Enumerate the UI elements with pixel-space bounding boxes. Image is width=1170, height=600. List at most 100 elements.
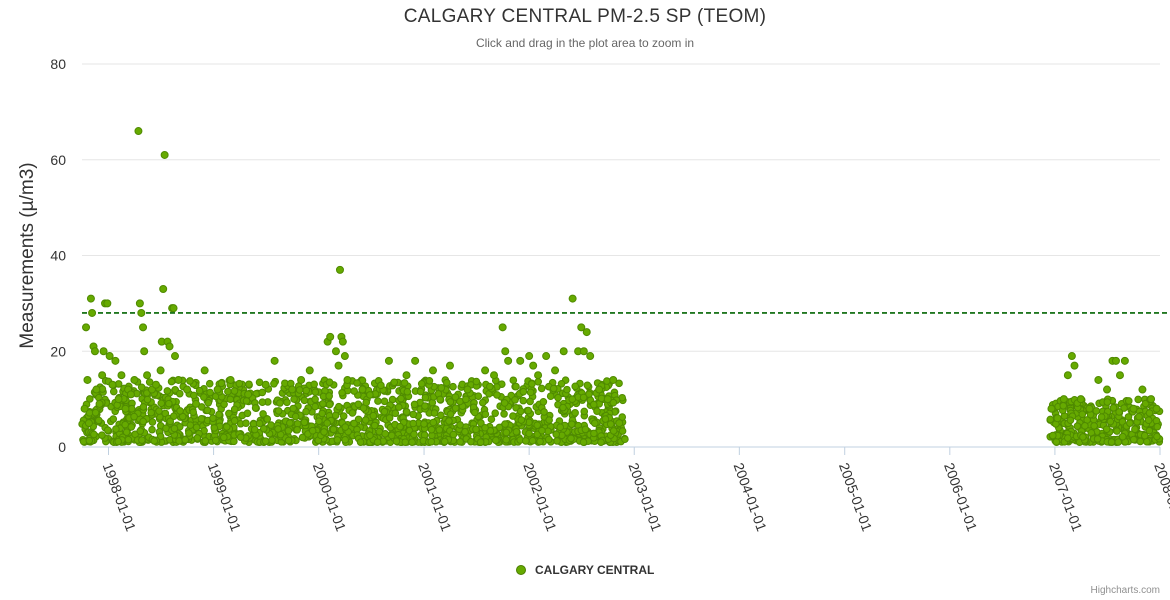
- data-point[interactable]: [111, 356, 120, 365]
- data-point[interactable]: [86, 294, 95, 303]
- data-point[interactable]: [105, 352, 114, 361]
- legend-item-label[interactable]: CALGARY CENTRAL: [535, 563, 655, 577]
- legend[interactable]: CALGARY CENTRAL: [0, 563, 1170, 577]
- data-point[interactable]: [586, 352, 595, 361]
- data-point[interactable]: [1120, 356, 1129, 365]
- data-point[interactable]: [411, 356, 420, 365]
- data-point[interactable]: [151, 380, 160, 389]
- data-point[interactable]: [481, 366, 490, 375]
- data-point[interactable]: [501, 347, 510, 356]
- data-point[interactable]: [516, 356, 525, 365]
- data-point[interactable]: [80, 404, 89, 413]
- data-point[interactable]: [297, 375, 306, 384]
- data-point[interactable]: [1076, 395, 1085, 404]
- data-point[interactable]: [1115, 371, 1124, 380]
- data-point[interactable]: [270, 356, 279, 365]
- data-point[interactable]: [463, 385, 472, 394]
- data-point[interactable]: [568, 294, 577, 303]
- data-point[interactable]: [577, 323, 586, 332]
- data-point[interactable]: [1138, 385, 1147, 394]
- data-point[interactable]: [326, 332, 335, 341]
- data-point[interactable]: [358, 385, 367, 394]
- data-point[interactable]: [171, 352, 180, 361]
- data-point[interactable]: [559, 347, 568, 356]
- data-point[interactable]: [90, 347, 99, 356]
- data-point[interactable]: [159, 285, 168, 294]
- data-point[interactable]: [130, 375, 139, 384]
- data-point[interactable]: [338, 337, 347, 346]
- data-point[interactable]: [165, 342, 174, 351]
- data-point[interactable]: [83, 375, 92, 384]
- data-point[interactable]: [445, 361, 454, 370]
- data-point[interactable]: [261, 380, 270, 389]
- data-point[interactable]: [134, 127, 143, 136]
- data-point[interactable]: [603, 395, 612, 404]
- data-point[interactable]: [1067, 352, 1076, 361]
- series-points[interactable]: [80, 127, 1161, 428]
- data-point[interactable]: [331, 347, 340, 356]
- data-point[interactable]: [335, 265, 344, 274]
- data-point[interactable]: [140, 347, 149, 356]
- data-point[interactable]: [609, 375, 618, 384]
- data-point[interactable]: [1063, 371, 1072, 380]
- data-point[interactable]: [88, 308, 97, 317]
- data-point[interactable]: [114, 395, 123, 404]
- data-point[interactable]: [103, 299, 112, 308]
- data-point[interactable]: [551, 366, 560, 375]
- data-point[interactable]: [525, 352, 534, 361]
- data-point[interactable]: [305, 366, 314, 375]
- data-point[interactable]: [1059, 395, 1068, 404]
- data-point[interactable]: [143, 371, 152, 380]
- data-point[interactable]: [595, 385, 604, 394]
- data-point[interactable]: [615, 419, 624, 428]
- data-point[interactable]: [1053, 414, 1062, 423]
- data-point[interactable]: [498, 323, 507, 332]
- data-point[interactable]: [135, 299, 144, 308]
- data-point[interactable]: [1147, 395, 1156, 404]
- data-point[interactable]: [542, 352, 551, 361]
- data-point[interactable]: [108, 380, 117, 389]
- data-point[interactable]: [156, 366, 165, 375]
- data-point[interactable]: [169, 304, 178, 313]
- data-point[interactable]: [490, 371, 499, 380]
- data-point[interactable]: [1111, 356, 1120, 365]
- data-point[interactable]: [1085, 404, 1094, 413]
- data-point[interactable]: [1152, 404, 1161, 413]
- data-point[interactable]: [213, 385, 222, 394]
- data-point[interactable]: [126, 390, 135, 399]
- data-point[interactable]: [117, 371, 126, 380]
- data-point[interactable]: [288, 385, 297, 394]
- data-point[interactable]: [428, 366, 437, 375]
- data-point[interactable]: [1094, 375, 1103, 384]
- data-point[interactable]: [334, 361, 343, 370]
- data-point[interactable]: [226, 375, 235, 384]
- data-point[interactable]: [98, 371, 107, 380]
- data-point[interactable]: [82, 323, 91, 332]
- data-point[interactable]: [139, 323, 148, 332]
- data-point[interactable]: [92, 385, 101, 394]
- data-point[interactable]: [99, 347, 108, 356]
- data-point[interactable]: [579, 347, 588, 356]
- data-point[interactable]: [1129, 404, 1138, 413]
- data-point[interactable]: [1070, 361, 1079, 370]
- credits-link[interactable]: Highcharts.com: [1090, 585, 1160, 596]
- data-point[interactable]: [174, 375, 183, 384]
- data-point[interactable]: [121, 404, 130, 413]
- data-point[interactable]: [183, 385, 192, 394]
- data-point[interactable]: [1047, 404, 1056, 413]
- data-point[interactable]: [192, 399, 201, 408]
- data-point[interactable]: [534, 371, 543, 380]
- data-point[interactable]: [200, 366, 209, 375]
- data-point[interactable]: [244, 390, 253, 399]
- data-point[interactable]: [529, 361, 538, 370]
- data-point[interactable]: [1103, 385, 1112, 394]
- data-point[interactable]: [160, 150, 169, 159]
- data-point[interactable]: [582, 328, 591, 337]
- data-point[interactable]: [402, 371, 411, 380]
- data-point[interactable]: [384, 356, 393, 365]
- data-point[interactable]: [504, 356, 513, 365]
- data-point[interactable]: [84, 419, 93, 428]
- data-point[interactable]: [343, 375, 352, 384]
